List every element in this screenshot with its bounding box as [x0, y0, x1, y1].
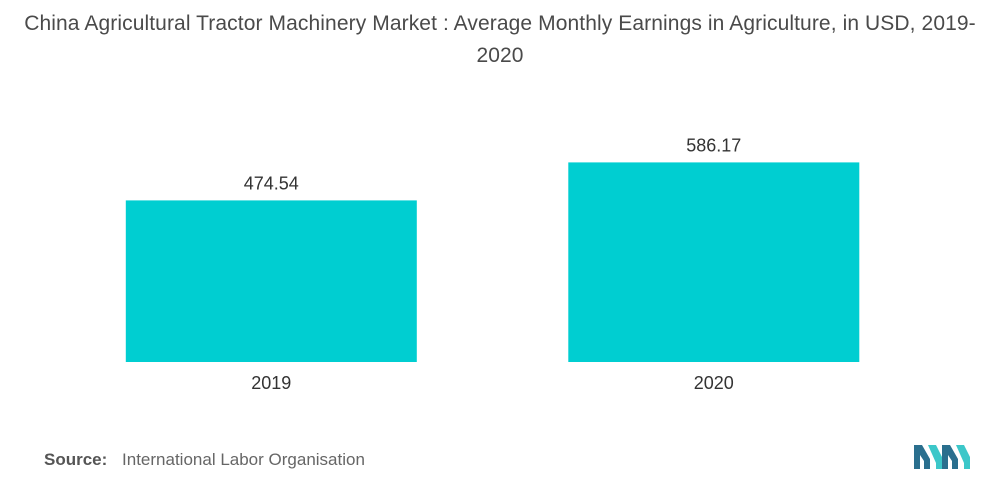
data-label-2020: 586.17 — [686, 135, 741, 155]
bar-2020 — [568, 162, 860, 362]
bar-2019 — [125, 200, 417, 362]
chart-title: China Agricultural Tractor Machinery Mar… — [24, 12, 976, 67]
source-note: Source: International Labor Organisation — [44, 450, 365, 470]
data-label-2019: 474.54 — [244, 173, 299, 193]
mordor-intelligence-logo-icon — [914, 445, 970, 469]
source-label: Source: — [44, 450, 108, 469]
x-tick-label-2019: 2019 — [251, 373, 291, 393]
x-tick-label-2020: 2020 — [694, 373, 734, 393]
source-value: International Labor Organisation — [122, 450, 365, 469]
